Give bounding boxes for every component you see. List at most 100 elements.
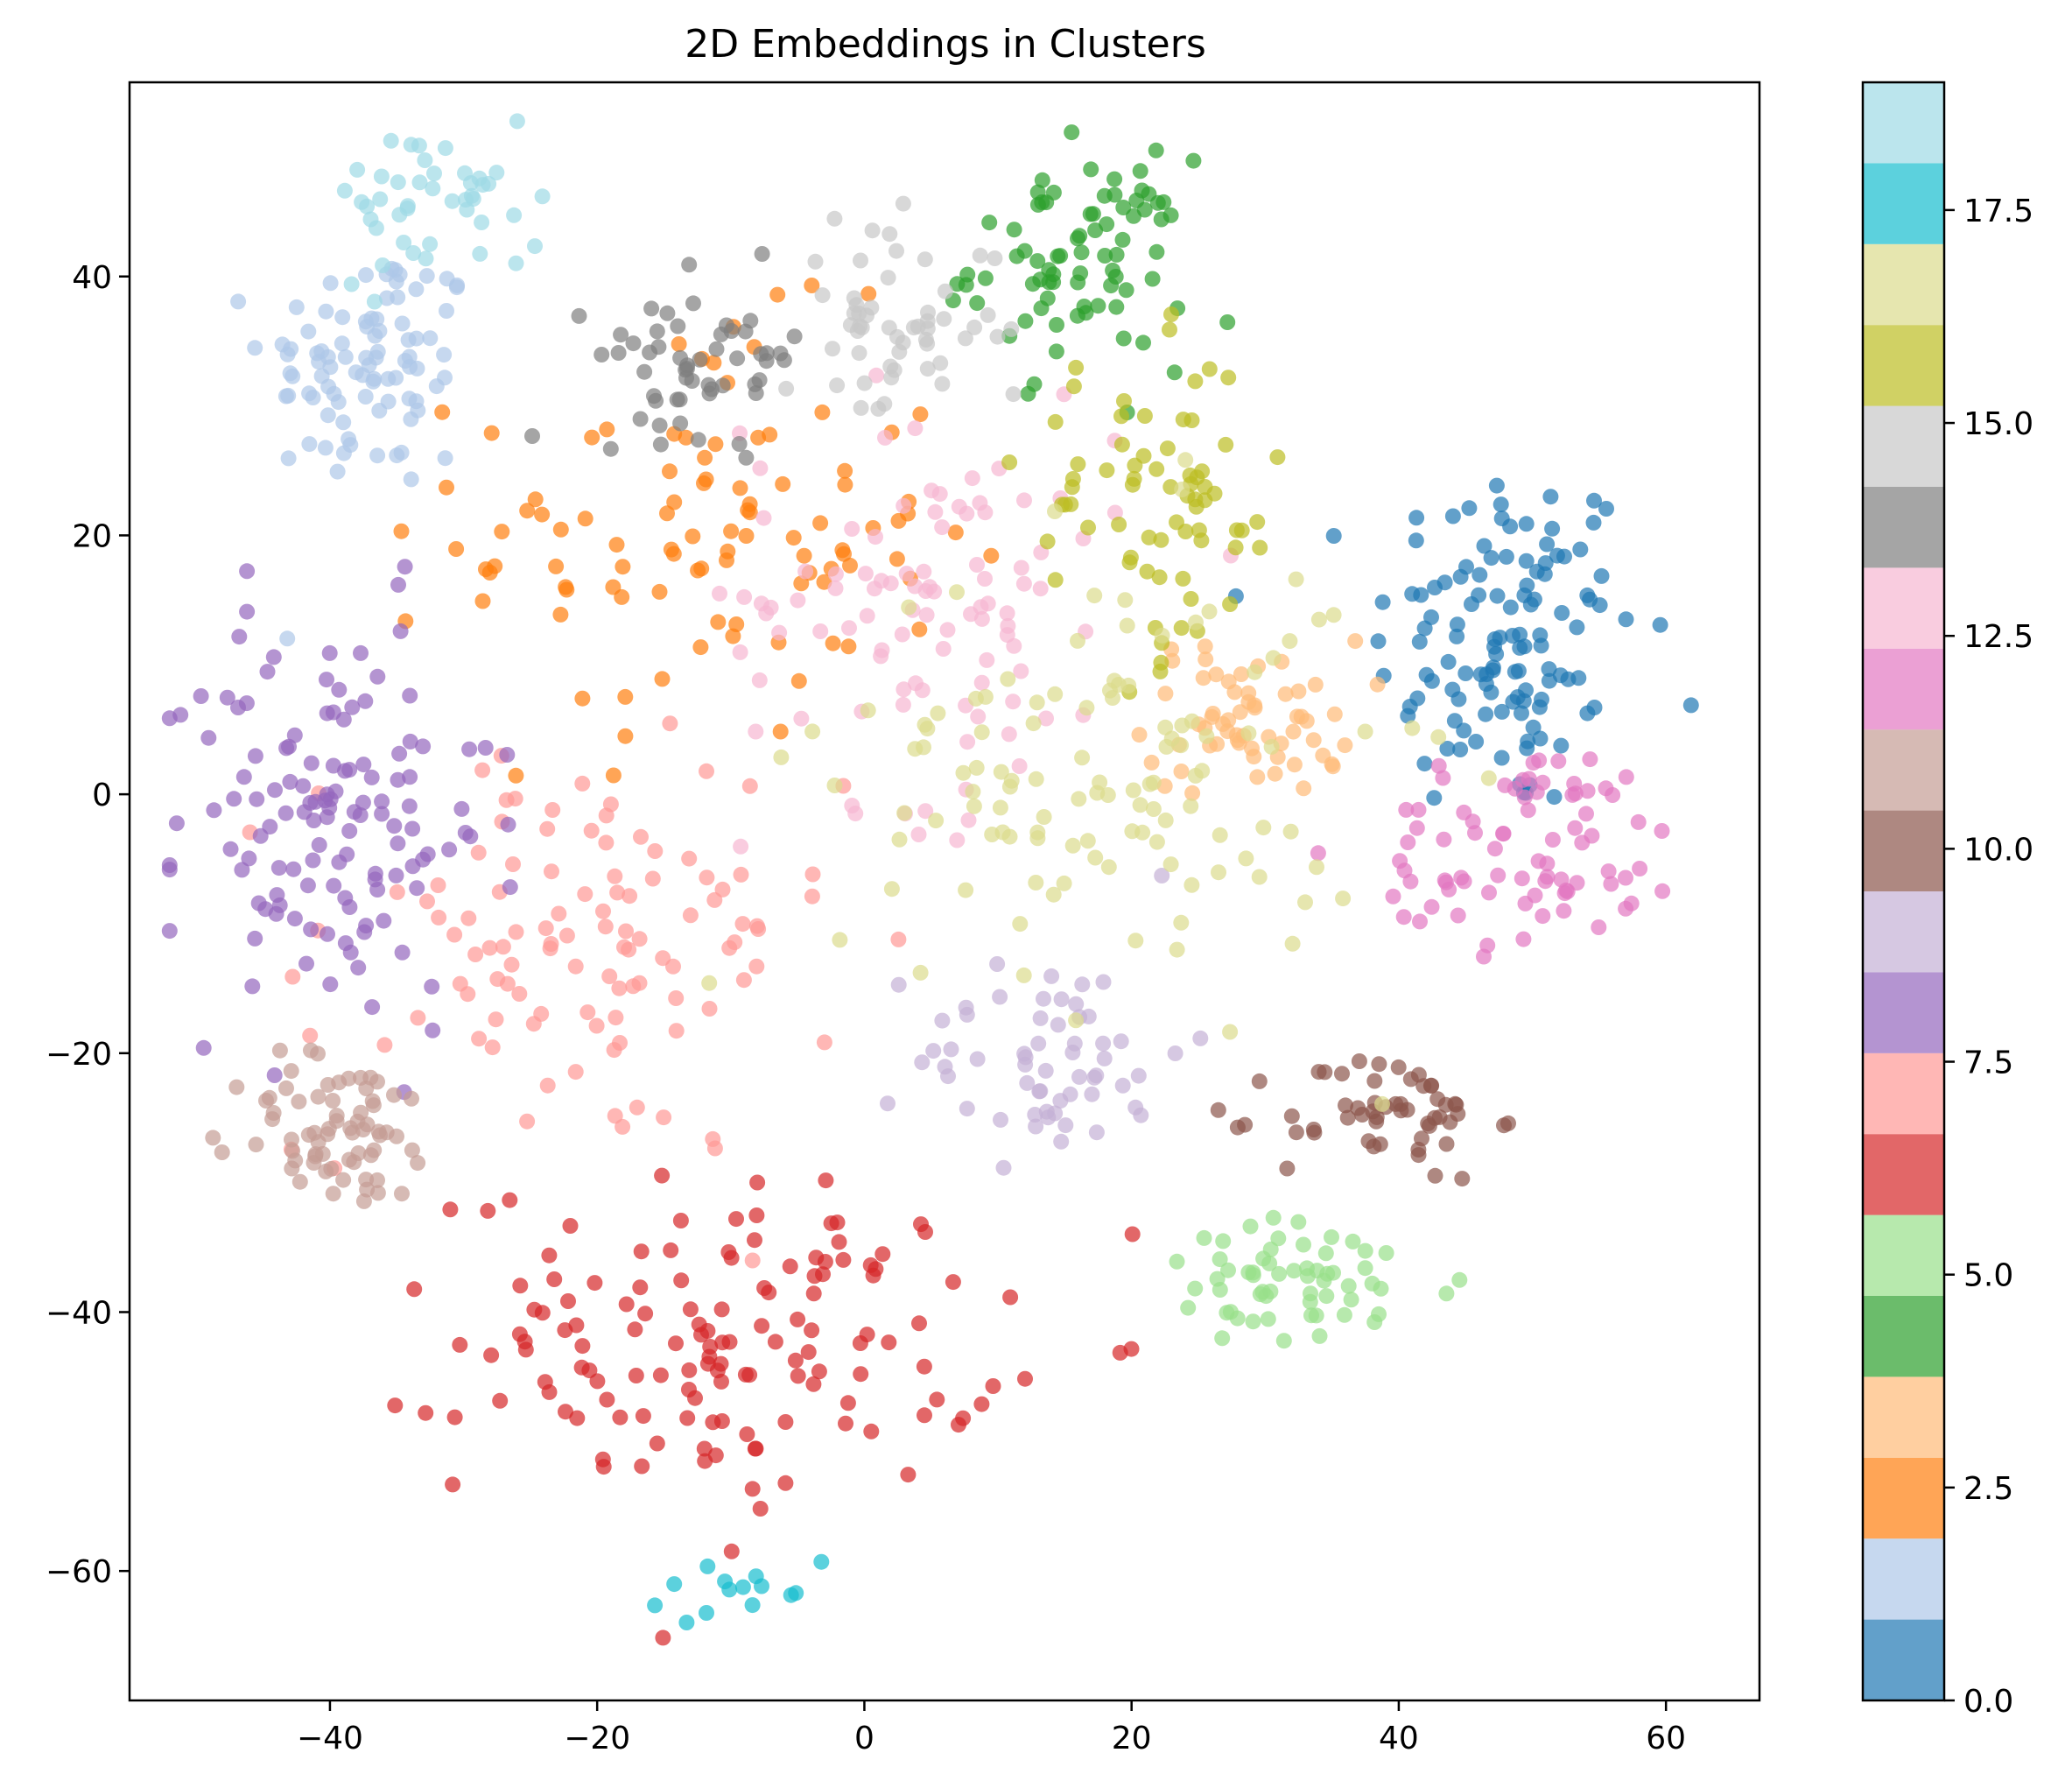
point-cluster-9 [1084,1086,1100,1102]
point-cluster-4 [1097,248,1113,264]
point-cluster-17 [1068,1012,1085,1029]
colorbar-swatch [1863,487,1944,568]
y-tick-label: −40 [46,1295,112,1331]
point-cluster-9 [993,1111,1008,1128]
point-cluster-1 [403,471,419,488]
point-cluster-17 [1132,797,1148,813]
point-cluster-9 [958,999,974,1016]
point-cluster-15 [825,341,840,357]
point-cluster-13 [874,642,890,658]
point-cluster-14 [776,352,792,369]
point-cluster-13 [1106,504,1123,521]
point-cluster-17 [1028,771,1044,787]
point-cluster-17 [883,881,900,898]
point-cluster-6 [838,1415,853,1432]
point-cluster-0 [1591,597,1608,614]
point-cluster-2 [834,542,851,559]
point-cluster-3 [1290,683,1307,700]
point-cluster-7 [609,884,626,901]
point-cluster-8 [238,695,255,712]
point-cluster-15 [851,306,867,321]
point-cluster-5 [1212,1251,1228,1268]
point-cluster-8 [390,576,406,593]
y-tick-label: 20 [72,518,112,554]
point-cluster-6 [804,1322,820,1339]
point-cluster-7 [595,903,611,919]
point-cluster-16 [1121,554,1138,571]
point-cluster-5 [1270,1230,1287,1247]
point-cluster-4 [1148,243,1165,260]
point-cluster-8 [350,960,367,976]
point-cluster-13 [969,557,985,573]
point-cluster-15 [826,210,843,227]
point-cluster-11 [214,1144,230,1160]
point-cluster-17 [1240,725,1257,742]
point-cluster-3 [1277,686,1294,702]
colorbar-swatch [1863,82,1944,164]
point-cluster-6 [652,1367,669,1383]
point-cluster-9 [1017,1056,1034,1073]
point-cluster-13 [949,832,966,848]
point-cluster-2 [474,593,491,609]
point-cluster-17 [1284,935,1301,952]
point-cluster-8 [462,828,479,845]
point-cluster-1 [301,385,318,402]
point-cluster-4 [1034,194,1050,210]
point-cluster-13 [844,521,860,537]
point-cluster-11 [362,1069,379,1086]
point-cluster-9 [1192,1030,1209,1046]
point-cluster-10 [1438,1136,1455,1152]
point-cluster-19 [373,168,390,185]
point-cluster-12 [1591,919,1607,935]
point-cluster-11 [341,1151,357,1168]
point-cluster-16 [1175,570,1191,587]
point-cluster-13 [752,460,769,476]
point-cluster-1 [318,303,334,320]
point-cluster-11 [386,1087,402,1103]
point-cluster-9 [1053,1133,1070,1150]
point-cluster-10 [1338,1097,1353,1114]
colorbar-swatch [1863,1538,1944,1620]
colorbar-tick-label: 2.5 [1963,1471,2013,1507]
point-cluster-9 [992,989,1008,1005]
point-cluster-15 [980,306,996,323]
colorbar-tick-label: 5.0 [1963,1258,2013,1294]
point-cluster-7 [706,891,723,908]
point-cluster-5 [1290,1214,1307,1230]
point-cluster-9 [880,1095,896,1112]
point-cluster-2 [796,547,812,564]
point-cluster-3 [1247,700,1263,716]
point-cluster-2 [439,479,454,496]
point-cluster-1 [393,444,410,461]
point-cluster-6 [637,1306,654,1322]
point-cluster-12 [1528,784,1545,800]
point-cluster-8 [364,999,381,1016]
point-cluster-5 [1215,1233,1232,1249]
point-cluster-6 [574,1338,591,1355]
point-cluster-2 [508,767,524,784]
point-cluster-8 [231,629,248,645]
point-cluster-17 [1025,715,1042,732]
point-cluster-5 [1271,1265,1288,1282]
point-cluster-15 [895,195,911,212]
point-cluster-6 [713,1413,730,1429]
point-cluster-19 [474,215,490,230]
point-cluster-13 [847,806,864,822]
point-cluster-16 [1139,563,1155,580]
point-cluster-15 [895,334,911,351]
point-cluster-2 [651,583,668,600]
point-cluster-17 [928,813,945,829]
point-cluster-1 [439,303,454,319]
point-cluster-6 [739,1426,755,1442]
point-cluster-7 [302,1027,319,1044]
point-cluster-16 [1153,654,1169,671]
point-cluster-7 [602,796,619,813]
point-cluster-6 [748,1440,764,1457]
point-cluster-5 [1242,1218,1259,1235]
point-cluster-7 [583,822,600,839]
point-cluster-4 [977,270,994,286]
point-cluster-13 [895,696,911,713]
point-cluster-4 [1115,330,1132,347]
colorbar-swatch [1863,325,1944,406]
point-cluster-13 [977,504,994,521]
